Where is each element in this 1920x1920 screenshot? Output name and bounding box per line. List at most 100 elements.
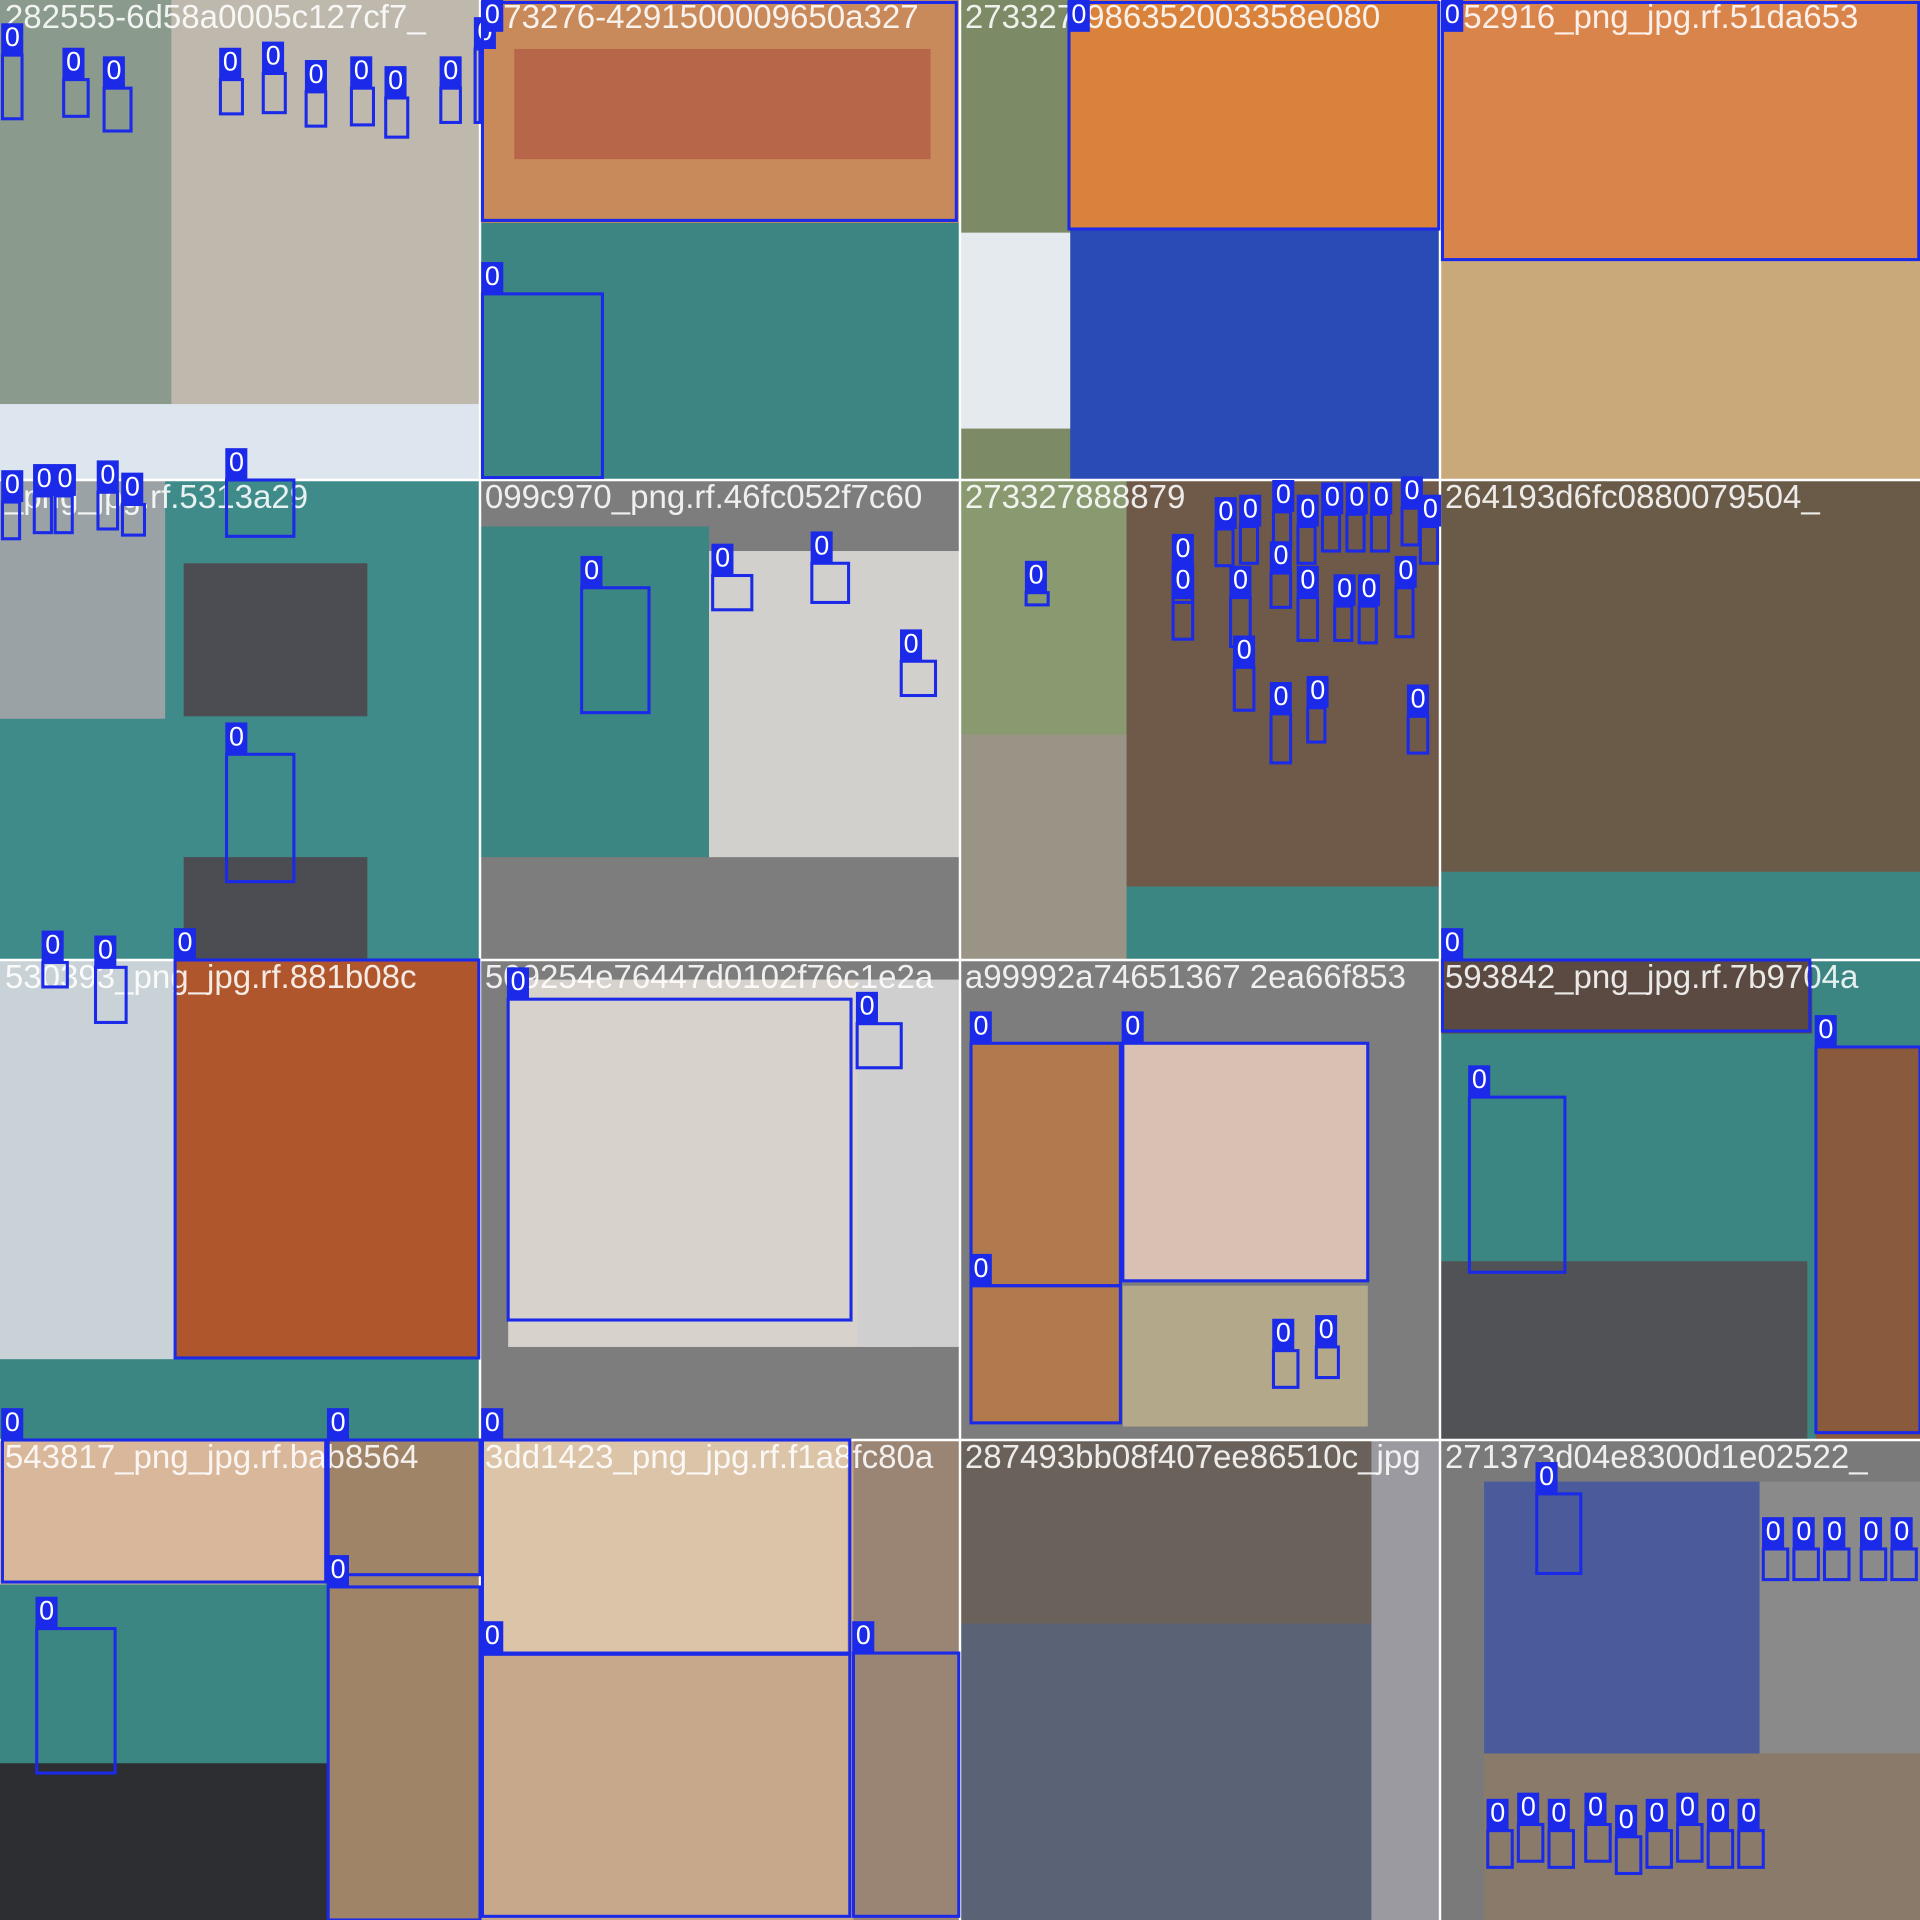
box-label: 0	[814, 530, 829, 560]
box-label: 0	[45, 929, 60, 959]
photo-patch	[183, 857, 368, 960]
photo-patch	[960, 232, 1071, 429]
bounding-box	[1440, 0, 1920, 262]
box-label: 0	[1741, 1798, 1756, 1828]
box-label: 0	[1445, 927, 1460, 957]
box-label: 0	[266, 41, 281, 71]
bounding-box	[173, 958, 481, 1360]
label-background	[1024, 560, 1047, 593]
label-background	[35, 1596, 58, 1629]
label-background	[326, 1408, 349, 1440]
box-label: 0	[973, 1010, 988, 1040]
label-background	[855, 991, 878, 1024]
label-background	[1547, 1798, 1570, 1831]
photo-patch	[1122, 1043, 1368, 1281]
tile-filename: 530393_png_jpg.rf.881b08c	[5, 959, 417, 996]
label-background	[1229, 565, 1252, 598]
box-label: 0	[1680, 1792, 1695, 1822]
label-background	[711, 543, 734, 576]
box-label: 0	[860, 991, 875, 1021]
tile-filename: 273327888879	[965, 479, 1186, 516]
label-background	[262, 41, 285, 74]
label-background	[304, 60, 327, 92]
photo-patch	[0, 0, 172, 405]
box-label: 0	[5, 1407, 20, 1437]
label-background	[1419, 494, 1442, 527]
box-label: 0	[1337, 573, 1352, 603]
box-label: 0	[309, 59, 324, 89]
label-background	[1, 470, 24, 503]
label-background	[1, 23, 24, 56]
label-background	[1214, 497, 1237, 529]
box-label: 0	[1319, 1314, 1334, 1344]
box-label: 0	[1796, 1516, 1811, 1546]
box-label: 0	[485, 0, 500, 29]
bounding-box	[506, 997, 853, 1322]
label-background	[1171, 533, 1194, 566]
bounding-box	[225, 752, 296, 884]
photo-patch	[857, 979, 960, 1347]
bounding-box	[1394, 586, 1415, 639]
label-background	[1269, 682, 1292, 714]
tile-filename: 264193d6fc0880079504_	[1445, 479, 1821, 516]
box-label: 0	[1649, 1798, 1664, 1828]
label-background	[1441, 0, 1464, 32]
box-label: 0	[1276, 1318, 1291, 1348]
photo-patch	[175, 960, 480, 1360]
label-background	[1676, 1792, 1699, 1825]
label-background	[1762, 1517, 1785, 1549]
bounding-box	[855, 1022, 903, 1070]
box-label: 0	[443, 55, 458, 85]
bounding-box	[1214, 527, 1235, 568]
label-background	[1737, 1798, 1760, 1831]
box-label: 0	[1325, 481, 1340, 511]
photo-patch	[1440, 0, 1920, 260]
box-label: 0	[5, 22, 20, 52]
label-background	[1814, 1015, 1837, 1047]
box-label: 0	[1374, 481, 1389, 511]
box-label: 0	[1539, 1461, 1554, 1491]
tile-filename: 509254e76447d0102f76c1e2a	[485, 959, 934, 996]
label-background	[121, 472, 144, 505]
label-background	[1535, 1462, 1558, 1494]
label-background	[810, 531, 833, 564]
box-label: 0	[1125, 1010, 1140, 1040]
label-background	[1296, 565, 1319, 598]
photo-patch	[1122, 1285, 1368, 1427]
label-background	[506, 967, 529, 1000]
tile: 264193d6fc0880079504_	[1445, 479, 1821, 516]
photo-patch	[0, 1440, 326, 1585]
label-background	[1121, 1011, 1144, 1044]
label-background	[900, 629, 923, 662]
label-background	[481, 262, 504, 294]
label-background	[969, 1011, 992, 1044]
photo-patch	[328, 1440, 480, 1920]
label-background	[94, 935, 117, 968]
label-background	[225, 448, 248, 480]
box-label: 0	[1300, 565, 1315, 595]
box-label: 0	[1521, 1792, 1536, 1822]
box-label: 0	[229, 447, 244, 477]
bounding-box	[1467, 1095, 1567, 1274]
box-label: 0	[5, 469, 20, 499]
bounding-box	[969, 1284, 1122, 1425]
label-background	[1468, 1065, 1491, 1098]
label-background	[1441, 928, 1464, 960]
label-background	[1645, 1798, 1668, 1831]
box-label: 0	[1071, 0, 1086, 29]
label-background	[1, 1408, 24, 1440]
box-label: 0	[1404, 475, 1419, 505]
bounding-box	[1238, 525, 1260, 565]
box-label: 0	[1445, 0, 1460, 29]
bounding-box	[480, 0, 958, 222]
